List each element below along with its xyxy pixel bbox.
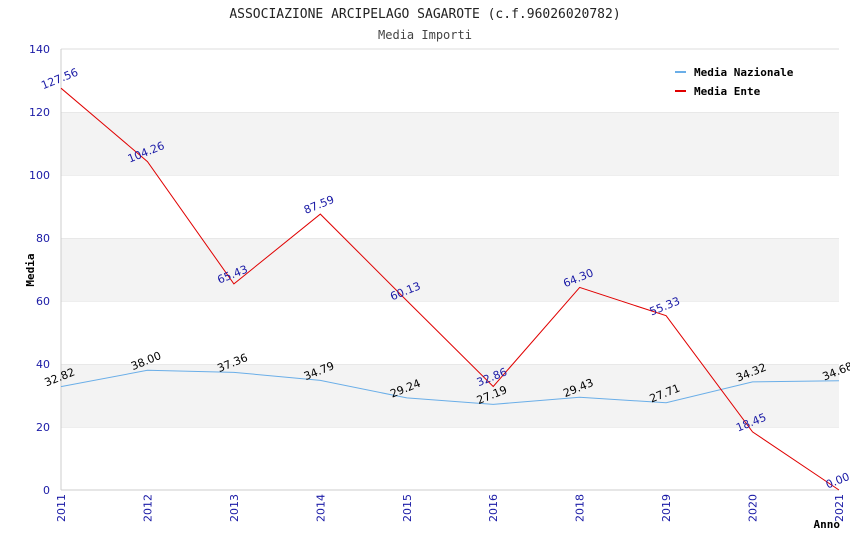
grid-band [61,238,839,301]
grid-band [61,364,839,427]
chart-title: ASSOCIAZIONE ARCIPELAGO SAGAROTE (c.f.96… [229,7,620,22]
x-tick-label: 2019 [660,494,673,522]
x-tick-label: 2018 [574,494,587,522]
y-tick-label: 100 [29,169,50,182]
y-tick-label: 0 [43,484,50,497]
series-line-0 [60,369,840,405]
grid-band [61,49,839,112]
x-tick-label: 2020 [747,494,760,522]
x-tick-label: 2015 [401,494,414,522]
series-lines [60,87,840,491]
series-line-1 [60,87,840,491]
y-tick-label: 120 [29,106,50,119]
y-tick-label: 80 [36,232,50,245]
x-tick-label: 2013 [228,494,241,522]
x-tick-label: 2012 [141,494,154,522]
x-tick-label: 2021 [833,494,846,522]
x-tick-label: 2016 [487,494,500,522]
y-axis-label: Media [24,253,37,286]
x-axis-ticks: 2011 2012 2013 2014 2015 2016 2018 2019 2020 2021 [55,494,846,522]
grid-band [61,175,839,238]
legend-label-0: Media Nazionale [694,66,794,79]
y-axis-ticks: 0 20 40 60 80 100 120 140 [29,43,50,497]
grid-band [61,112,839,175]
legend-label-1: Media Ente [694,85,761,98]
x-tick-label: 2011 [55,494,68,522]
y-tick-label: 60 [36,295,50,308]
grid-bands [61,48,839,490]
legend: Media Nazionale Media Ente [675,66,794,98]
y-tick-label: 140 [29,43,50,56]
y-tick-label: 20 [36,421,50,434]
x-axis-label: Anno [814,518,841,531]
x-tick-label: 2014 [314,494,327,522]
axes [60,49,839,491]
grid-band [61,301,839,364]
grid-band [61,427,839,490]
chart-subtitle: Media Importi [378,28,472,42]
y-tick-label: 40 [36,358,50,371]
